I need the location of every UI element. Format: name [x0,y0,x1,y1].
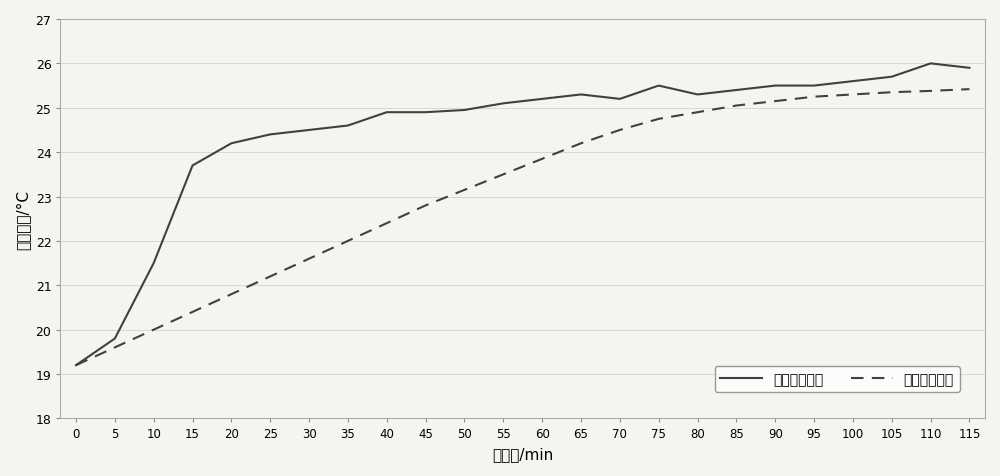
模拟温度曲线 [730,103,742,109]
实际温度曲线 [886,75,898,80]
实际温度曲线 [925,61,937,67]
模拟温度曲线 [497,172,509,178]
实际温度曲线 [381,110,393,116]
实际温度曲线 [614,97,626,102]
实际温度曲线 [225,141,237,147]
实际温度曲线 [420,110,432,116]
模拟温度曲线 [264,274,276,280]
模拟温度曲线 [458,188,470,193]
模拟温度曲线 [109,345,121,350]
模拟温度曲线 [536,157,548,162]
模拟温度曲线 [653,117,665,122]
Line: 实际温度曲线: 实际温度曲线 [76,64,969,366]
实际温度曲线 [70,363,82,368]
模拟温度曲线 [575,141,587,147]
模拟温度曲线 [225,292,237,298]
模拟温度曲线 [148,327,160,333]
模拟温度曲线 [614,128,626,134]
模拟温度曲线 [769,99,781,105]
实际温度曲线 [458,108,470,114]
模拟温度曲线 [808,95,820,100]
实际温度曲线 [148,261,160,267]
模拟温度曲线 [420,203,432,209]
实际温度曲线 [730,88,742,94]
实际温度曲线 [536,97,548,102]
模拟温度曲线 [381,221,393,227]
模拟温度曲线 [963,87,975,93]
Line: 模拟温度曲线: 模拟温度曲线 [76,90,969,366]
实际温度曲线 [653,83,665,89]
X-axis label: 时间轴/min: 时间轴/min [492,446,553,461]
实际温度曲线 [692,92,704,98]
Legend: 实际温度曲线, 模拟温度曲线: 实际温度曲线, 模拟温度曲线 [715,367,960,392]
实际温度曲线 [963,66,975,71]
实际温度曲线 [847,79,859,85]
实际温度曲线 [342,123,354,129]
模拟温度曲线 [692,110,704,116]
实际温度曲线 [575,92,587,98]
模拟温度曲线 [342,238,354,244]
模拟温度曲线 [187,309,199,315]
实际温度曲线 [187,163,199,169]
实际温度曲线 [264,132,276,138]
实际温度曲线 [808,83,820,89]
Y-axis label: 室内温度/°C: 室内温度/°C [15,189,30,249]
模拟温度曲线 [886,90,898,96]
模拟温度曲线 [925,89,937,95]
实际温度曲线 [497,101,509,107]
实际温度曲线 [769,83,781,89]
模拟温度曲线 [70,363,82,368]
实际温度曲线 [109,336,121,342]
模拟温度曲线 [847,92,859,98]
模拟温度曲线 [303,256,315,262]
实际温度曲线 [303,128,315,134]
